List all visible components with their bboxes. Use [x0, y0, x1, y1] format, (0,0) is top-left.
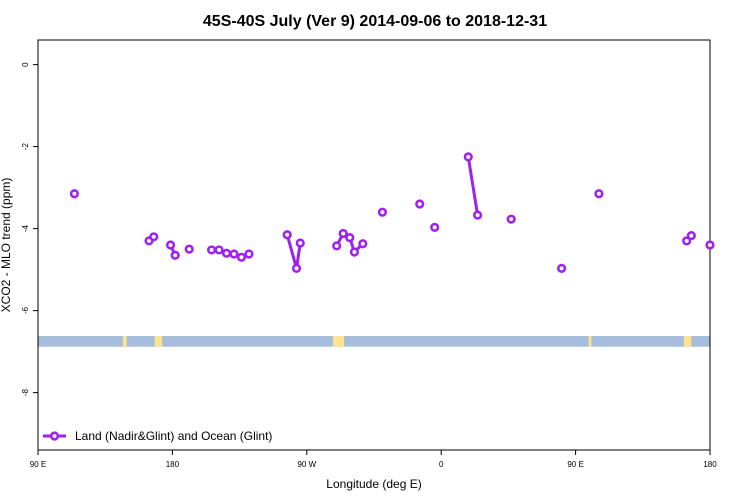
data-point — [165, 240, 176, 250]
plot-frame — [37, 39, 711, 451]
x-tick-label: 180 — [703, 460, 717, 469]
data-point — [332, 241, 342, 251]
data-point — [686, 230, 696, 241]
data-point — [170, 250, 180, 260]
data-point — [338, 228, 348, 239]
x-tick-label: 90 E — [30, 460, 46, 469]
data-point — [282, 230, 292, 240]
data-point — [345, 233, 355, 243]
y-axis-label: XCO2 - MLO trend (ppm) — [0, 178, 13, 313]
y-tick-label: -6 — [21, 306, 30, 314]
legend-label: Land (Nadir&Glint) and Ocean (Glint) — [75, 429, 272, 443]
data-point — [682, 236, 692, 246]
y-tick-label: -2 — [21, 142, 30, 150]
chart-title: 45S-40S July (Ver 9) 2014-09-06 to 2018-… — [203, 13, 547, 30]
series-line — [466, 156, 480, 216]
x-tick-label: 90 W — [297, 460, 316, 469]
land-patch — [122, 336, 127, 347]
land-patch — [588, 336, 592, 347]
data-point — [214, 245, 224, 255]
land-patch — [332, 336, 345, 347]
land-patch — [154, 336, 163, 347]
data-point — [221, 248, 232, 258]
data-point — [295, 238, 305, 248]
data-series — [69, 152, 715, 273]
data-point — [207, 245, 217, 255]
data-point — [358, 239, 368, 249]
y-tick-label: 0 — [21, 62, 30, 67]
legend: Land (Nadir&Glint) and Ocean (Glint) — [43, 429, 272, 443]
x-tick-label: 0 — [439, 460, 444, 469]
x-axis: 90 E 180 90 W 0 90 E 180 — [30, 450, 717, 469]
data-point — [430, 222, 440, 232]
surface-band — [38, 336, 710, 347]
ocean-band — [38, 336, 710, 347]
data-point — [236, 252, 247, 262]
y-axis: 0 -2 -4 -6 -8 — [21, 62, 38, 396]
data-point — [149, 232, 159, 242]
data-point — [349, 247, 360, 257]
data-point — [556, 263, 567, 273]
data-point — [506, 214, 516, 224]
data-point — [415, 199, 425, 209]
x-axis-label: Longitude (deg E) — [326, 477, 421, 491]
legend-point-swatch — [49, 431, 60, 441]
data-point — [69, 189, 79, 199]
data-point — [463, 152, 473, 162]
data-point — [377, 207, 388, 217]
data-point — [184, 244, 194, 254]
data-point — [473, 210, 483, 220]
land-patch — [683, 336, 692, 347]
data-point — [244, 249, 254, 259]
x-tick-label: 180 — [166, 460, 180, 469]
data-point — [594, 189, 604, 199]
x-tick-label: 90 E — [567, 460, 583, 469]
data-point — [291, 263, 302, 273]
data-point — [705, 240, 715, 250]
y-tick-label: -4 — [21, 224, 30, 232]
y-tick-label: -8 — [21, 388, 30, 396]
data-point — [229, 249, 239, 259]
